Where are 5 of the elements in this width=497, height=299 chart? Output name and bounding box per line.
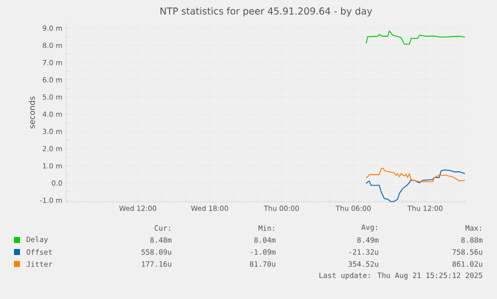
y-axis-title: seconds [28, 96, 35, 128]
line-series [366, 168, 466, 182]
line-series [366, 30, 466, 45]
line-series [366, 170, 466, 202]
chart-title: NTP statistics for peer 45.91.209.64 - by day [160, 7, 372, 16]
